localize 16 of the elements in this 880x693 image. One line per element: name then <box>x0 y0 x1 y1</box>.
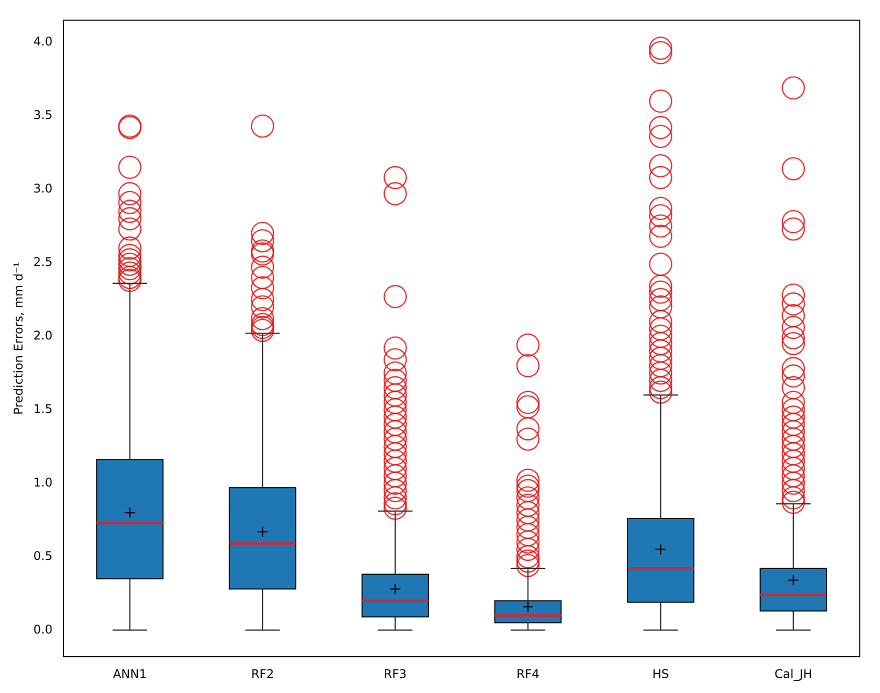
y-tick-label: 2.5 <box>33 254 52 269</box>
y-tick-label: 4.0 <box>33 34 52 48</box>
y-tick-label: 3.0 <box>33 181 52 196</box>
y-tick-label: 0.5 <box>33 548 52 563</box>
x-tick-label: RF3 <box>384 666 407 681</box>
y-tick-label: 3.5 <box>33 108 52 122</box>
y-axis-title: Prediction Errors, mm d⁻¹ <box>11 262 26 415</box>
x-tick-label: HS <box>652 666 669 681</box>
y-tick-label: 1.0 <box>33 475 52 490</box>
x-tick-label: ANN1 <box>112 666 147 681</box>
x-tick-label: RF2 <box>251 666 274 681</box>
y-tick-label: 1.5 <box>33 402 52 416</box>
y-tick-label: 2.0 <box>33 328 52 342</box>
x-tick-label: Cal_JH <box>774 666 812 681</box>
x-tick-label: RF4 <box>516 666 540 681</box>
y-tick-label: 0.0 <box>33 622 52 636</box>
